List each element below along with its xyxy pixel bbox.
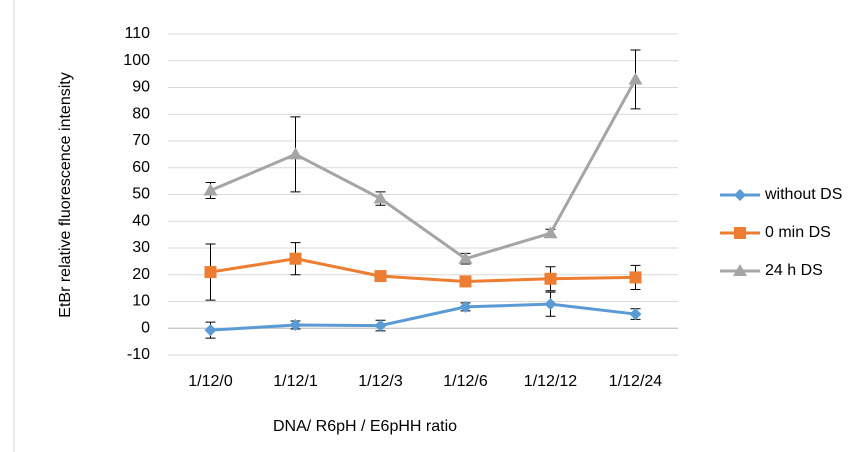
marker xyxy=(204,266,217,279)
x-tick-label: 1/12/0 xyxy=(188,373,233,390)
y-tick-label: 70 xyxy=(132,132,150,149)
marker xyxy=(629,308,642,321)
x-tick-label: 1/12/1 xyxy=(273,373,318,390)
marker xyxy=(289,252,302,265)
y-tick-label: 0 xyxy=(141,319,150,336)
y-tick-label: 80 xyxy=(132,105,150,122)
series-line xyxy=(209,78,637,261)
y-tick-label: 20 xyxy=(132,266,150,283)
y-tick-label: 110 xyxy=(124,25,150,42)
marker xyxy=(288,147,303,160)
marker xyxy=(628,72,643,85)
y-tick-label: 50 xyxy=(132,186,150,203)
legend-label: without DS xyxy=(764,186,842,203)
series-line xyxy=(210,302,636,332)
y-tick-label: 60 xyxy=(132,159,150,176)
x-axis-label: DNA/ R6pH / E6pHH ratio xyxy=(273,418,457,435)
marker xyxy=(373,191,388,204)
y-axis-label: EtBr relative fluorescence intensity xyxy=(57,72,74,317)
x-tick-label: 1/12/24 xyxy=(609,373,662,390)
marker xyxy=(289,319,302,332)
marker xyxy=(733,264,747,276)
marker xyxy=(203,183,218,196)
marker xyxy=(204,324,217,337)
marker xyxy=(544,298,557,311)
marker xyxy=(374,319,387,332)
marker xyxy=(629,271,642,284)
marker xyxy=(459,300,472,313)
marker xyxy=(458,251,473,264)
x-tick-label: 1/12/3 xyxy=(358,373,403,390)
series-line xyxy=(210,257,636,283)
y-tick-label: 40 xyxy=(132,212,150,229)
y-tick-label: 10 xyxy=(132,293,150,310)
y-tick-label: 90 xyxy=(132,79,150,96)
legend-label: 0 min DS xyxy=(765,224,831,241)
marker xyxy=(734,227,746,239)
marker xyxy=(374,270,387,283)
marker xyxy=(543,226,558,239)
y-tick-label: 100 xyxy=(123,52,150,69)
marker xyxy=(544,272,557,285)
x-tick-label: 1/12/12 xyxy=(524,373,577,390)
marker xyxy=(734,189,746,201)
x-tick-label: 1/12/6 xyxy=(443,373,488,390)
legend-label: 24 h DS xyxy=(765,262,823,279)
marker xyxy=(459,275,472,288)
y-tick-label: -10 xyxy=(127,346,150,363)
y-tick-label: 30 xyxy=(132,239,150,256)
